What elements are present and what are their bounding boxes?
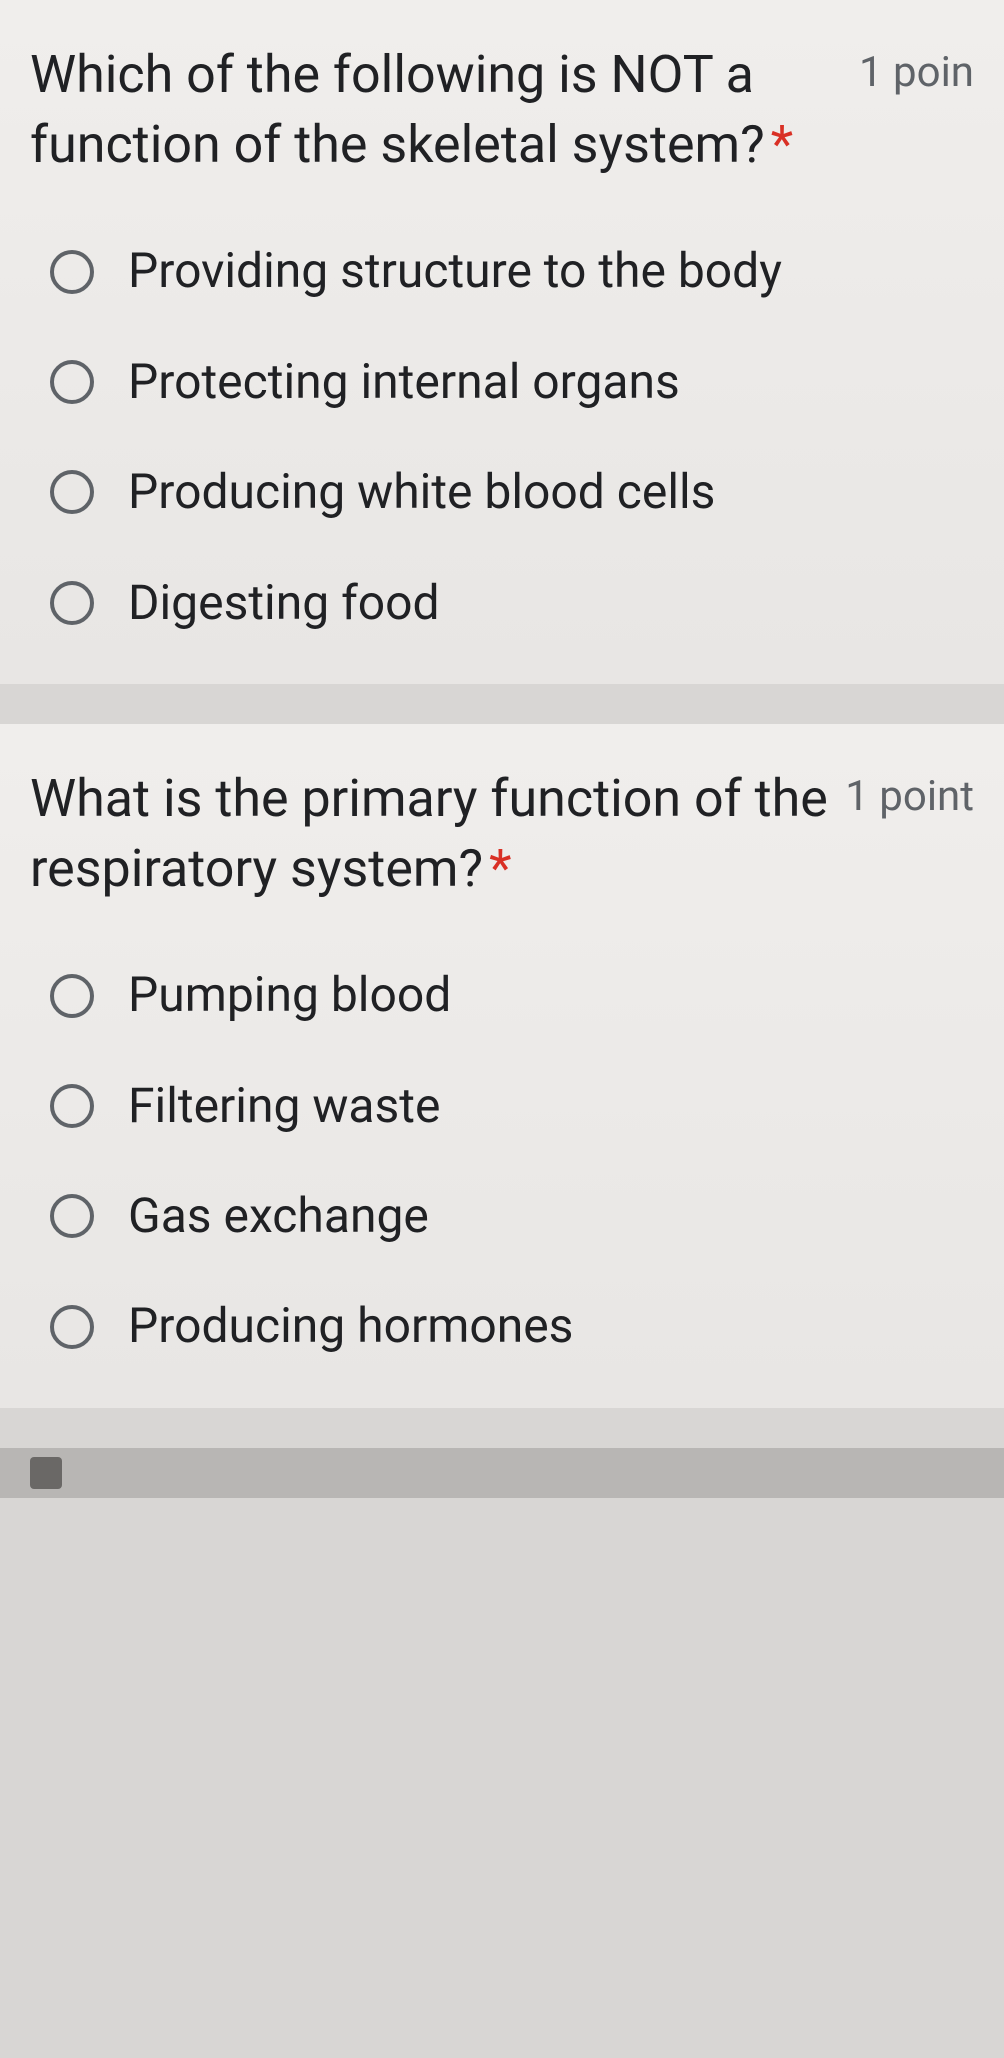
points-label: 1 poin	[859, 40, 974, 97]
required-asterisk: *	[771, 114, 793, 175]
option-row[interactable]: Protecting internal organs	[50, 351, 974, 413]
radio-icon[interactable]	[50, 360, 94, 404]
option-label: Digesting food	[128, 572, 440, 634]
question-card: Which of the following is NOT a function…	[0, 0, 1004, 684]
option-label: Pumping blood	[128, 964, 451, 1026]
question-prompt: Which of the following is NOT a function…	[30, 44, 765, 175]
option-label: Providing structure to the body	[128, 240, 782, 302]
question-header: What is the primary function of the resp…	[30, 764, 974, 904]
question-card: What is the primary function of the resp…	[0, 724, 1004, 1408]
radio-icon[interactable]	[50, 1084, 94, 1128]
points-label: 1 point	[845, 764, 974, 821]
option-label: Producing white blood cells	[128, 461, 715, 523]
radio-icon[interactable]	[50, 470, 94, 514]
required-asterisk: *	[489, 838, 511, 899]
footer-icon[interactable]	[30, 1457, 62, 1489]
option-row[interactable]: Providing structure to the body	[50, 240, 974, 302]
option-row[interactable]: Producing hormones	[50, 1295, 974, 1357]
options-group: Pumping blood Filtering waste Gas exchan…	[30, 964, 974, 1358]
radio-icon[interactable]	[50, 581, 94, 625]
radio-icon[interactable]	[50, 1305, 94, 1349]
option-label: Filtering waste	[128, 1075, 440, 1137]
option-row[interactable]: Gas exchange	[50, 1185, 974, 1247]
question-prompt: What is the primary function of the resp…	[30, 768, 828, 899]
option-label: Protecting internal organs	[128, 351, 680, 413]
options-group: Providing structure to the body Protecti…	[30, 240, 974, 634]
question-header: Which of the following is NOT a function…	[30, 40, 974, 180]
option-label: Producing hormones	[128, 1295, 573, 1357]
radio-icon[interactable]	[50, 1194, 94, 1238]
radio-icon[interactable]	[50, 250, 94, 294]
question-text: Which of the following is NOT a function…	[30, 40, 847, 180]
radio-icon[interactable]	[50, 974, 94, 1018]
option-row[interactable]: Producing white blood cells	[50, 461, 974, 523]
option-row[interactable]: Pumping blood	[50, 964, 974, 1026]
option-row[interactable]: Filtering waste	[50, 1075, 974, 1137]
option-label: Gas exchange	[128, 1185, 429, 1247]
question-text: What is the primary function of the resp…	[30, 764, 833, 904]
option-row[interactable]: Digesting food	[50, 572, 974, 634]
footer-bar	[0, 1448, 1004, 1498]
